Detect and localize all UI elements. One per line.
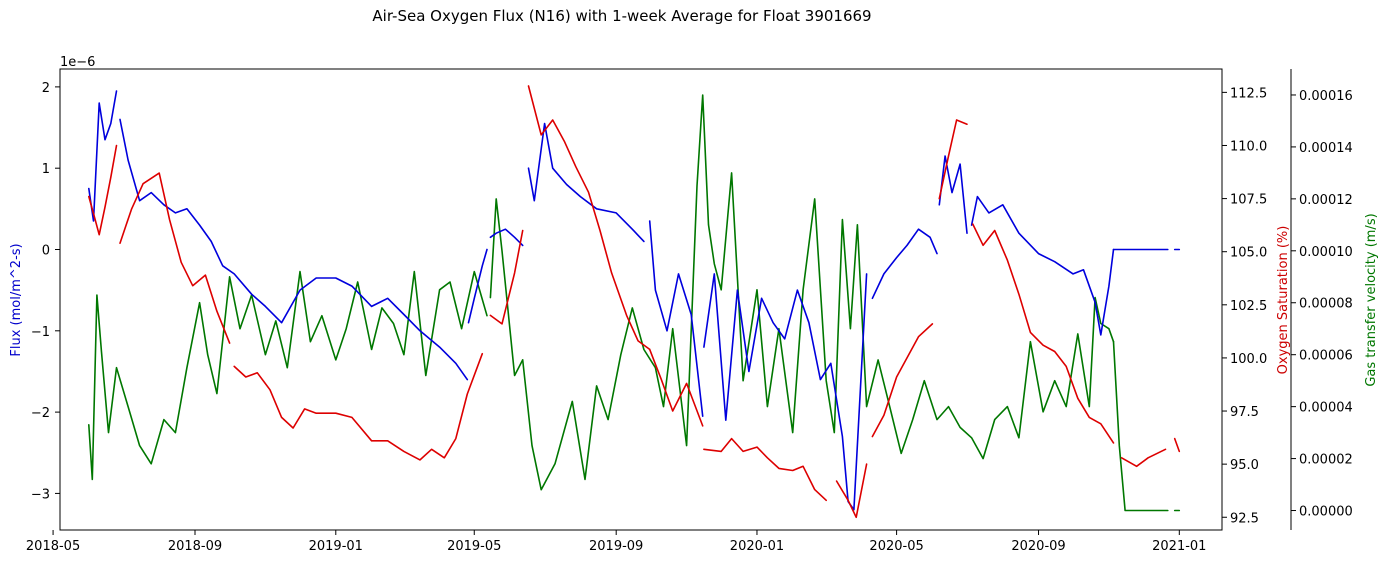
right2-tick-label: 0.00012 [1299, 193, 1353, 208]
x-tick-label: 2018-09 [168, 539, 222, 554]
left-series-line [527, 122, 645, 243]
right-series-line [489, 229, 524, 325]
right2-tick-label: 0.00008 [1299, 297, 1353, 312]
right-series-line [233, 352, 484, 461]
left-tick-label: 1 [42, 162, 50, 177]
x-tick-label: 2021-01 [1152, 539, 1206, 554]
right-tick-label: 95.0 [1230, 458, 1259, 473]
left-series-line [88, 90, 118, 222]
right-tick-label: 100.0 [1230, 352, 1267, 367]
left-series-line [938, 155, 968, 234]
right-series-line [871, 323, 934, 438]
right2-series-line [1112, 340, 1169, 512]
left-axis-offset-text: 1e−6 [60, 55, 95, 70]
x-tick-label: 2019-01 [309, 539, 363, 554]
left-series-line [970, 195, 1115, 336]
left-tick-label: 2 [42, 81, 50, 96]
right-series-line [88, 144, 118, 236]
right-series-line [835, 463, 868, 519]
right2-tick-label: 0.00002 [1299, 453, 1353, 468]
right2-series-line [88, 270, 488, 481]
right-series-line [1120, 448, 1167, 468]
right-axis-ticks: 112.5 110.0 107.5 105.0 102.5 100.0 97.5 95.0 92… [1222, 86, 1267, 526]
left-tick-label: 0 [42, 243, 50, 258]
left-axis-ticks: 2 1 0 −1 −2 −3 [31, 81, 60, 502]
x-tick-label: 2019-09 [589, 539, 643, 554]
x-tick-label: 2018-05 [26, 539, 80, 554]
x-tick-label: 2020-09 [1011, 539, 1065, 554]
right-series-line [527, 85, 651, 351]
plot-frame [59, 68, 1223, 531]
left-axis-label: Flux (mol/m^2-s) [9, 243, 24, 356]
left-series-line [119, 118, 469, 381]
x-tick-label: 2020-01 [730, 539, 784, 554]
left-series-line [648, 220, 704, 418]
right2-axis-label: Gas transfer velocity (m/s) [1364, 213, 1379, 386]
right-axis-label: Oxygen Saturation (%) [1276, 226, 1291, 375]
right2-tick-label: 0.00006 [1299, 349, 1353, 364]
x-axis-ticks: 2018-05 2018-09 2019-01 2019-05 2019-09 2020-… [26, 530, 1206, 554]
left-series-line [467, 248, 488, 324]
right-tick-label: 97.5 [1230, 405, 1259, 420]
right2-tick-label: 0.00016 [1299, 89, 1353, 104]
x-tick-label: 2020-05 [869, 539, 923, 554]
right-series-line [703, 437, 828, 502]
right2-tick-label: 0.00014 [1299, 141, 1353, 156]
right-tick-label: 102.5 [1230, 299, 1267, 314]
left-tick-label: −1 [31, 325, 50, 340]
right2-series-line [489, 198, 524, 377]
left-tick-label: −3 [31, 487, 50, 502]
right-series-line [119, 172, 231, 344]
right-tick-label: 107.5 [1230, 193, 1267, 208]
right2-tick-label: 0.00004 [1299, 401, 1353, 416]
left-tick-label: −2 [31, 406, 50, 421]
series-layer [88, 85, 1181, 519]
left-series-line [703, 273, 868, 511]
right2-tick-label: 0.00000 [1299, 505, 1353, 520]
x-tick-label: 2019-05 [447, 539, 501, 554]
left-series-line [489, 228, 524, 247]
right2-axis-ticks: 0.00016 0.00014 0.00012 0.00010 0.00008 0.000… [1291, 89, 1353, 520]
right-tick-label: 110.0 [1230, 139, 1267, 154]
right2-series-line [521, 94, 1115, 491]
right-series-line [971, 223, 1115, 444]
left-series-line [871, 228, 938, 300]
right-series-line [1173, 437, 1181, 453]
right-tick-label: 105.0 [1230, 246, 1267, 261]
right-tick-label: 112.5 [1230, 86, 1267, 101]
right2-tick-label: 0.00010 [1299, 245, 1353, 260]
right-series-line [938, 119, 968, 200]
right-series-line [648, 348, 704, 427]
chart-title: Air-Sea Oxygen Flux (N16) with 1-week Av… [372, 7, 871, 25]
right-tick-label: 92.5 [1230, 511, 1259, 526]
